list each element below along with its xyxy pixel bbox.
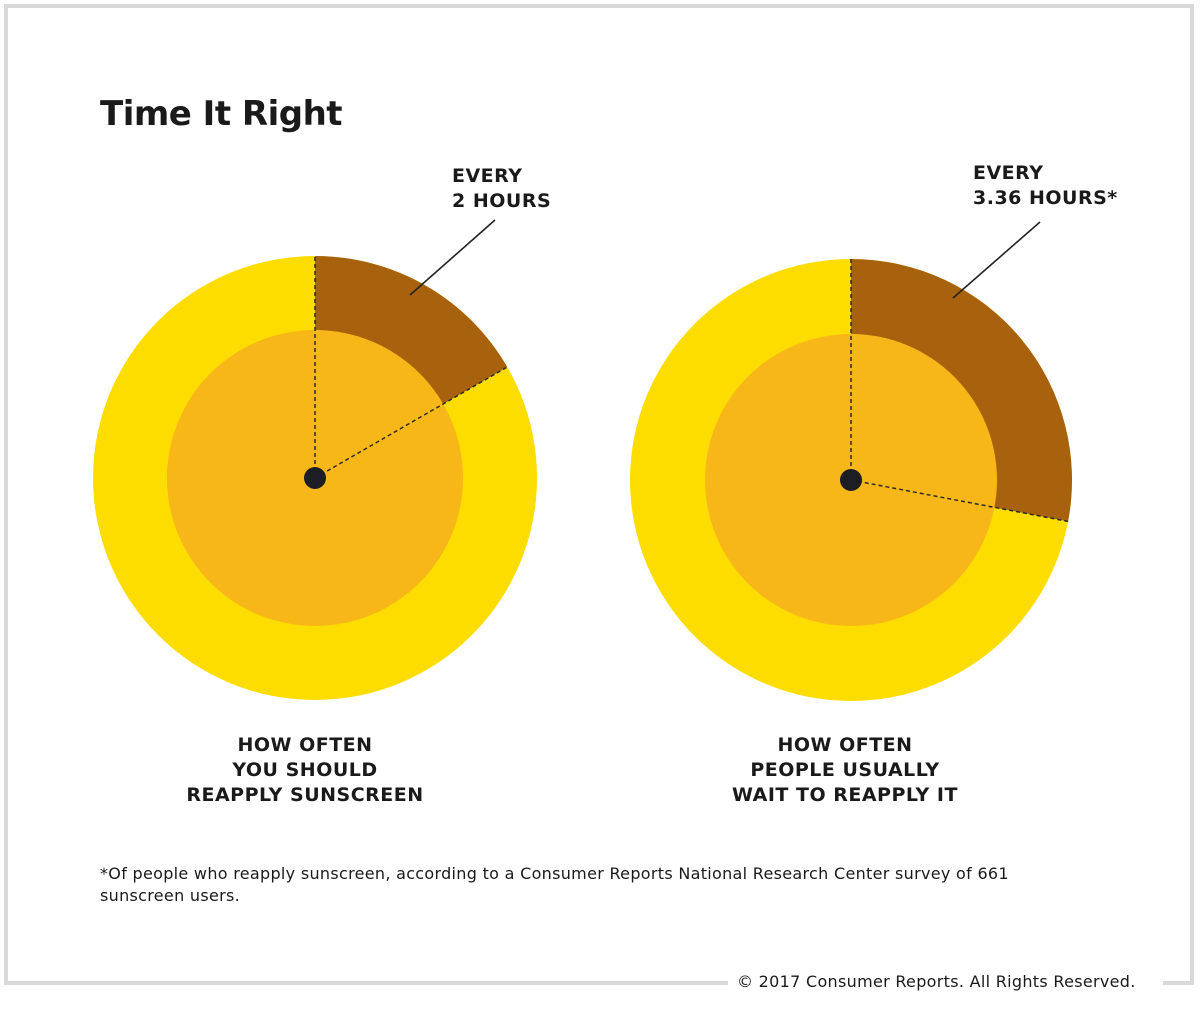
- left-caption: HOW OFTEN YOU SHOULD REAPPLY SUNSCREEN: [145, 733, 465, 808]
- caption-line: HOW OFTEN: [777, 734, 913, 756]
- frame-bottom: [4, 981, 728, 985]
- caption-line: REAPPLY SUNSCREEN: [186, 784, 424, 806]
- caption-line: WAIT TO REAPPLY IT: [732, 784, 958, 806]
- leader-line: [409, 219, 496, 296]
- left-value-label: EVERY 2 HOURS: [452, 164, 551, 214]
- center-dot: [304, 467, 326, 489]
- clock-hand-value: [314, 366, 508, 479]
- label-line: EVERY: [973, 162, 1044, 184]
- label-line: 3.36 HOURS*: [973, 187, 1118, 209]
- right-value-label: EVERY 3.36 HOURS*: [973, 161, 1118, 211]
- caption-line: YOU SHOULD: [232, 759, 378, 781]
- center-dot: [840, 469, 862, 491]
- frame-bottom: [1163, 981, 1194, 985]
- right-caption: HOW OFTEN PEOPLE USUALLY WAIT TO REAPPLY…: [685, 733, 1005, 808]
- chart-title: Time It Right: [100, 94, 343, 134]
- leader-line: [952, 221, 1041, 299]
- clock-hand-value: [850, 479, 1069, 523]
- frame: [4, 4, 1194, 983]
- caption-line: HOW OFTEN: [237, 734, 373, 756]
- label-line: EVERY: [452, 165, 523, 187]
- footnote: *Of people who reapply sunscreen, accord…: [100, 864, 1009, 905]
- caption-line: PEOPLE USUALLY: [750, 759, 940, 781]
- copyright: © 2017 Consumer Reports. All Rights Rese…: [737, 972, 1136, 991]
- label-line: 2 HOURS: [452, 190, 552, 212]
